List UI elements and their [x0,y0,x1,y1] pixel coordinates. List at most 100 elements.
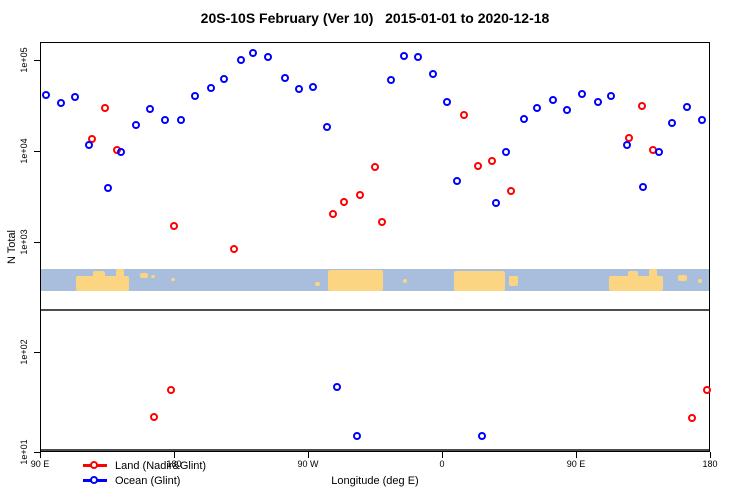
data-point-ocean [549,96,558,105]
data-point-ocean [249,48,258,57]
data-point-land [150,413,159,422]
x-tick-label: 180 [166,459,182,469]
data-point-land [378,218,387,227]
map-land-blob [314,281,321,286]
data-point-ocean [71,93,80,102]
x-tick-mark [710,452,711,458]
data-point-ocean [237,56,246,65]
data-point-land [460,111,469,120]
data-point-ocean [309,83,318,92]
legend-item-land: Land (Nadir&Glint) [83,458,206,473]
x-tick-label: 90 W [297,459,319,469]
legend-land-circle-icon [90,460,98,469]
data-point-ocean [668,119,677,128]
x-tick-mark [174,452,175,458]
data-point-ocean [655,148,664,157]
y-tick-label: 1e+01 [19,439,29,465]
map-land-blob [75,276,129,291]
map-strip [41,269,709,291]
data-point-ocean [104,184,113,193]
y-axis-title: N Total [6,229,18,265]
data-point-ocean [387,76,396,85]
legend-ocean-circle-icon [90,475,98,484]
data-point-ocean [117,148,126,157]
data-point-ocean [414,53,423,62]
map-land-blob [648,269,657,279]
data-point-ocean [323,123,332,132]
data-point-land [703,386,712,395]
y-tick-label: 1e+05 [19,47,29,73]
x-tick-mark [308,452,309,458]
legend-ocean-line [83,475,107,484]
data-point-ocean [146,105,155,114]
legend: Land (Nadir&Glint) Ocean (Glint) [83,458,206,488]
y-tick-label: 1e+02 [19,339,29,365]
data-point-land [170,222,179,231]
data-point-ocean [563,106,572,115]
data-point-land [167,386,176,395]
legend-item-ocean: Ocean (Glint) [83,473,206,488]
data-point-land [507,187,516,196]
data-point-ocean [520,115,529,124]
data-point-ocean [698,116,707,125]
data-point-land [637,102,646,111]
data-point-land [371,163,380,172]
legend-land-label: Land (Nadir&Glint) [115,459,207,472]
data-point-ocean [478,431,487,440]
data-point-ocean [57,99,66,108]
bottom-axis-line [41,449,709,451]
data-point-ocean [42,91,51,100]
data-point-land [688,414,697,423]
data-point-land [230,245,239,254]
panel-separator-line [41,309,709,311]
data-point-ocean [400,52,409,61]
x-tick-mark [576,452,577,458]
data-point-ocean [177,116,186,125]
x-tick-mark [442,452,443,458]
data-point-ocean [533,104,542,113]
data-point-ocean [333,383,342,392]
data-point-ocean [594,98,603,107]
data-point-ocean [264,53,273,62]
map-land-blob [628,270,639,278]
map-land-blob [116,269,125,279]
data-point-ocean [502,148,511,157]
data-point-ocean [191,92,200,101]
x-tick-mark [40,452,41,458]
data-point-land [340,198,349,207]
data-point-ocean [429,70,438,79]
data-point-ocean [353,431,362,440]
data-point-ocean [443,98,452,107]
data-point-ocean [132,121,141,130]
x-tick-label: 0 [439,459,445,469]
chart-title: 20S-10S February (Ver 10) 2015-01-01 to … [200,10,550,26]
y-tick-mark [34,150,40,152]
x-tick-label: 90 E [30,459,50,469]
map-land-blob [150,274,156,279]
y-tick-label: 1e+04 [19,138,29,164]
map-land-blob [678,275,687,281]
data-point-ocean [281,74,290,83]
x-tick-label: 180 [702,459,718,469]
map-land-blob [170,277,175,282]
map-land-blob [327,270,383,291]
map-land-blob [508,276,518,286]
y-tick-mark [34,241,40,243]
data-point-land [488,157,497,166]
data-point-land [474,162,483,171]
y-tick-mark [34,452,40,453]
map-land-blob [139,272,148,278]
map-land-blob [93,270,106,278]
data-point-ocean [623,141,632,150]
data-point-ocean [207,84,216,93]
data-point-ocean [295,85,304,94]
y-tick-mark [34,60,40,61]
plot-area: Land (Nadir&Glint) Ocean (Glint) [40,42,712,487]
data-point-ocean [492,199,501,208]
map-land-blob [608,276,663,291]
data-point-ocean [85,141,94,150]
map-land-blob [454,270,506,291]
data-point-ocean [607,92,616,101]
x-tick-label: 90 E [566,459,586,469]
